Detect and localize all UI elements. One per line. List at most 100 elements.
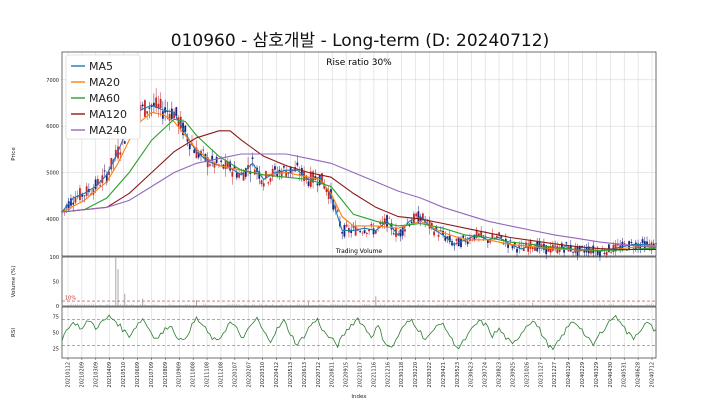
candle-body <box>296 162 299 166</box>
panel-frame <box>61 306 657 359</box>
x-tick-label: 20210112 <box>66 362 72 387</box>
x-tick-label: 20230623 <box>469 362 475 387</box>
candle-body <box>139 105 142 111</box>
candle-body <box>209 164 211 166</box>
candle-body <box>316 183 319 186</box>
candle-body <box>359 230 362 233</box>
x-tick-label: 20230823 <box>497 362 503 387</box>
candle-body <box>462 235 465 238</box>
candle-body <box>365 232 368 234</box>
x-tick-label: 20230925 <box>510 362 516 387</box>
candle-body <box>271 168 274 177</box>
candle-body <box>625 250 628 251</box>
candle-body <box>641 239 644 244</box>
candle-body <box>623 243 626 245</box>
x-tick-label: 20220811 <box>330 362 336 387</box>
candle-body <box>433 231 435 236</box>
candle-body <box>202 149 205 151</box>
candle-body <box>632 247 635 249</box>
candle-body <box>435 226 438 231</box>
candle-body <box>363 230 366 234</box>
candle-body <box>596 250 599 255</box>
x-tick-label: 20240129 <box>566 362 572 387</box>
candle-body <box>238 173 240 178</box>
candle-body <box>70 198 72 206</box>
ma-line-ma120 <box>61 130 656 251</box>
candle-body <box>242 172 245 181</box>
candle-body <box>478 233 480 237</box>
candle-body <box>253 169 256 175</box>
x-tick-label: 20211108 <box>205 362 211 387</box>
candle-body <box>563 248 565 253</box>
candle-body <box>630 241 633 244</box>
candle-body <box>294 166 297 172</box>
candle-body <box>260 180 263 185</box>
ma-line-ma60 <box>61 118 657 251</box>
x-tick-label: 20231127 <box>538 362 544 387</box>
candle-body <box>565 242 568 244</box>
candle-body <box>531 247 534 250</box>
candle-body <box>495 236 498 239</box>
candle-body <box>90 193 93 195</box>
x-tick-label: 20230220 <box>413 362 419 387</box>
x-tick-label: 20211208 <box>218 362 224 387</box>
panel-frame <box>61 256 657 307</box>
x-tick-label: 20210709 <box>149 362 155 387</box>
candle-body <box>489 241 492 243</box>
candle-body <box>448 235 451 242</box>
candle-body <box>226 161 229 169</box>
candle-body <box>146 111 149 114</box>
legend-label-ma20: MA20 <box>89 76 120 89</box>
candle-body <box>110 157 113 170</box>
candle-body <box>545 245 548 255</box>
candle-body <box>473 234 476 241</box>
candle-body <box>283 166 285 168</box>
candle-body <box>480 231 483 238</box>
candle-body <box>583 249 586 253</box>
chart-title: 010960 - 삼호개발 - Long-term (D: 20240712) <box>170 31 550 51</box>
x-tick-label: 20230523 <box>455 362 461 387</box>
x-tick-label: 20220412 <box>274 362 280 387</box>
candle-body <box>484 236 487 237</box>
price-tick-label: 5000 <box>46 171 59 177</box>
x-tick-label: 20221216 <box>385 362 391 387</box>
candle-body <box>188 143 191 150</box>
candle-body <box>372 228 375 235</box>
candle-body <box>141 104 144 107</box>
x-tick-label: 20210609 <box>135 362 141 387</box>
x-tick-label: 20240628 <box>636 362 642 387</box>
candle-body <box>173 111 175 119</box>
volume-threshold-label: 10% <box>65 296 76 302</box>
candle-body <box>439 230 442 232</box>
candle-body <box>300 168 303 176</box>
x-tick-label: 20230118 <box>399 362 405 387</box>
price-tick-label: 4000 <box>46 217 59 223</box>
candle-body <box>646 241 648 245</box>
candle-body <box>99 185 102 187</box>
candle-body <box>527 245 530 252</box>
candle-body <box>274 166 276 170</box>
x-tick-label: 20240712 <box>650 362 656 387</box>
panel-frame <box>61 51 657 257</box>
candle-body <box>157 103 160 109</box>
x-tick-label: 20210209 <box>79 362 85 387</box>
rsi-tick-label: 25 <box>53 346 59 352</box>
candle-body <box>123 141 126 144</box>
candle-body <box>179 116 182 129</box>
candle-body <box>72 202 75 205</box>
candle-body <box>114 149 117 158</box>
candle-body <box>374 230 377 234</box>
candle-body <box>193 149 196 153</box>
candle-body <box>269 178 272 182</box>
candle-body <box>392 233 395 235</box>
candle-body <box>148 107 151 109</box>
volume-tick-label: 100 <box>49 255 59 261</box>
candle-body <box>280 171 283 178</box>
candle-body <box>560 243 563 249</box>
candle-body <box>186 137 189 142</box>
candle-body <box>92 189 95 195</box>
x-tick-label: 20220107 <box>232 362 238 387</box>
candle-body <box>511 245 514 249</box>
candle-body <box>599 251 601 257</box>
legend-label-ma5: MA5 <box>89 60 113 73</box>
